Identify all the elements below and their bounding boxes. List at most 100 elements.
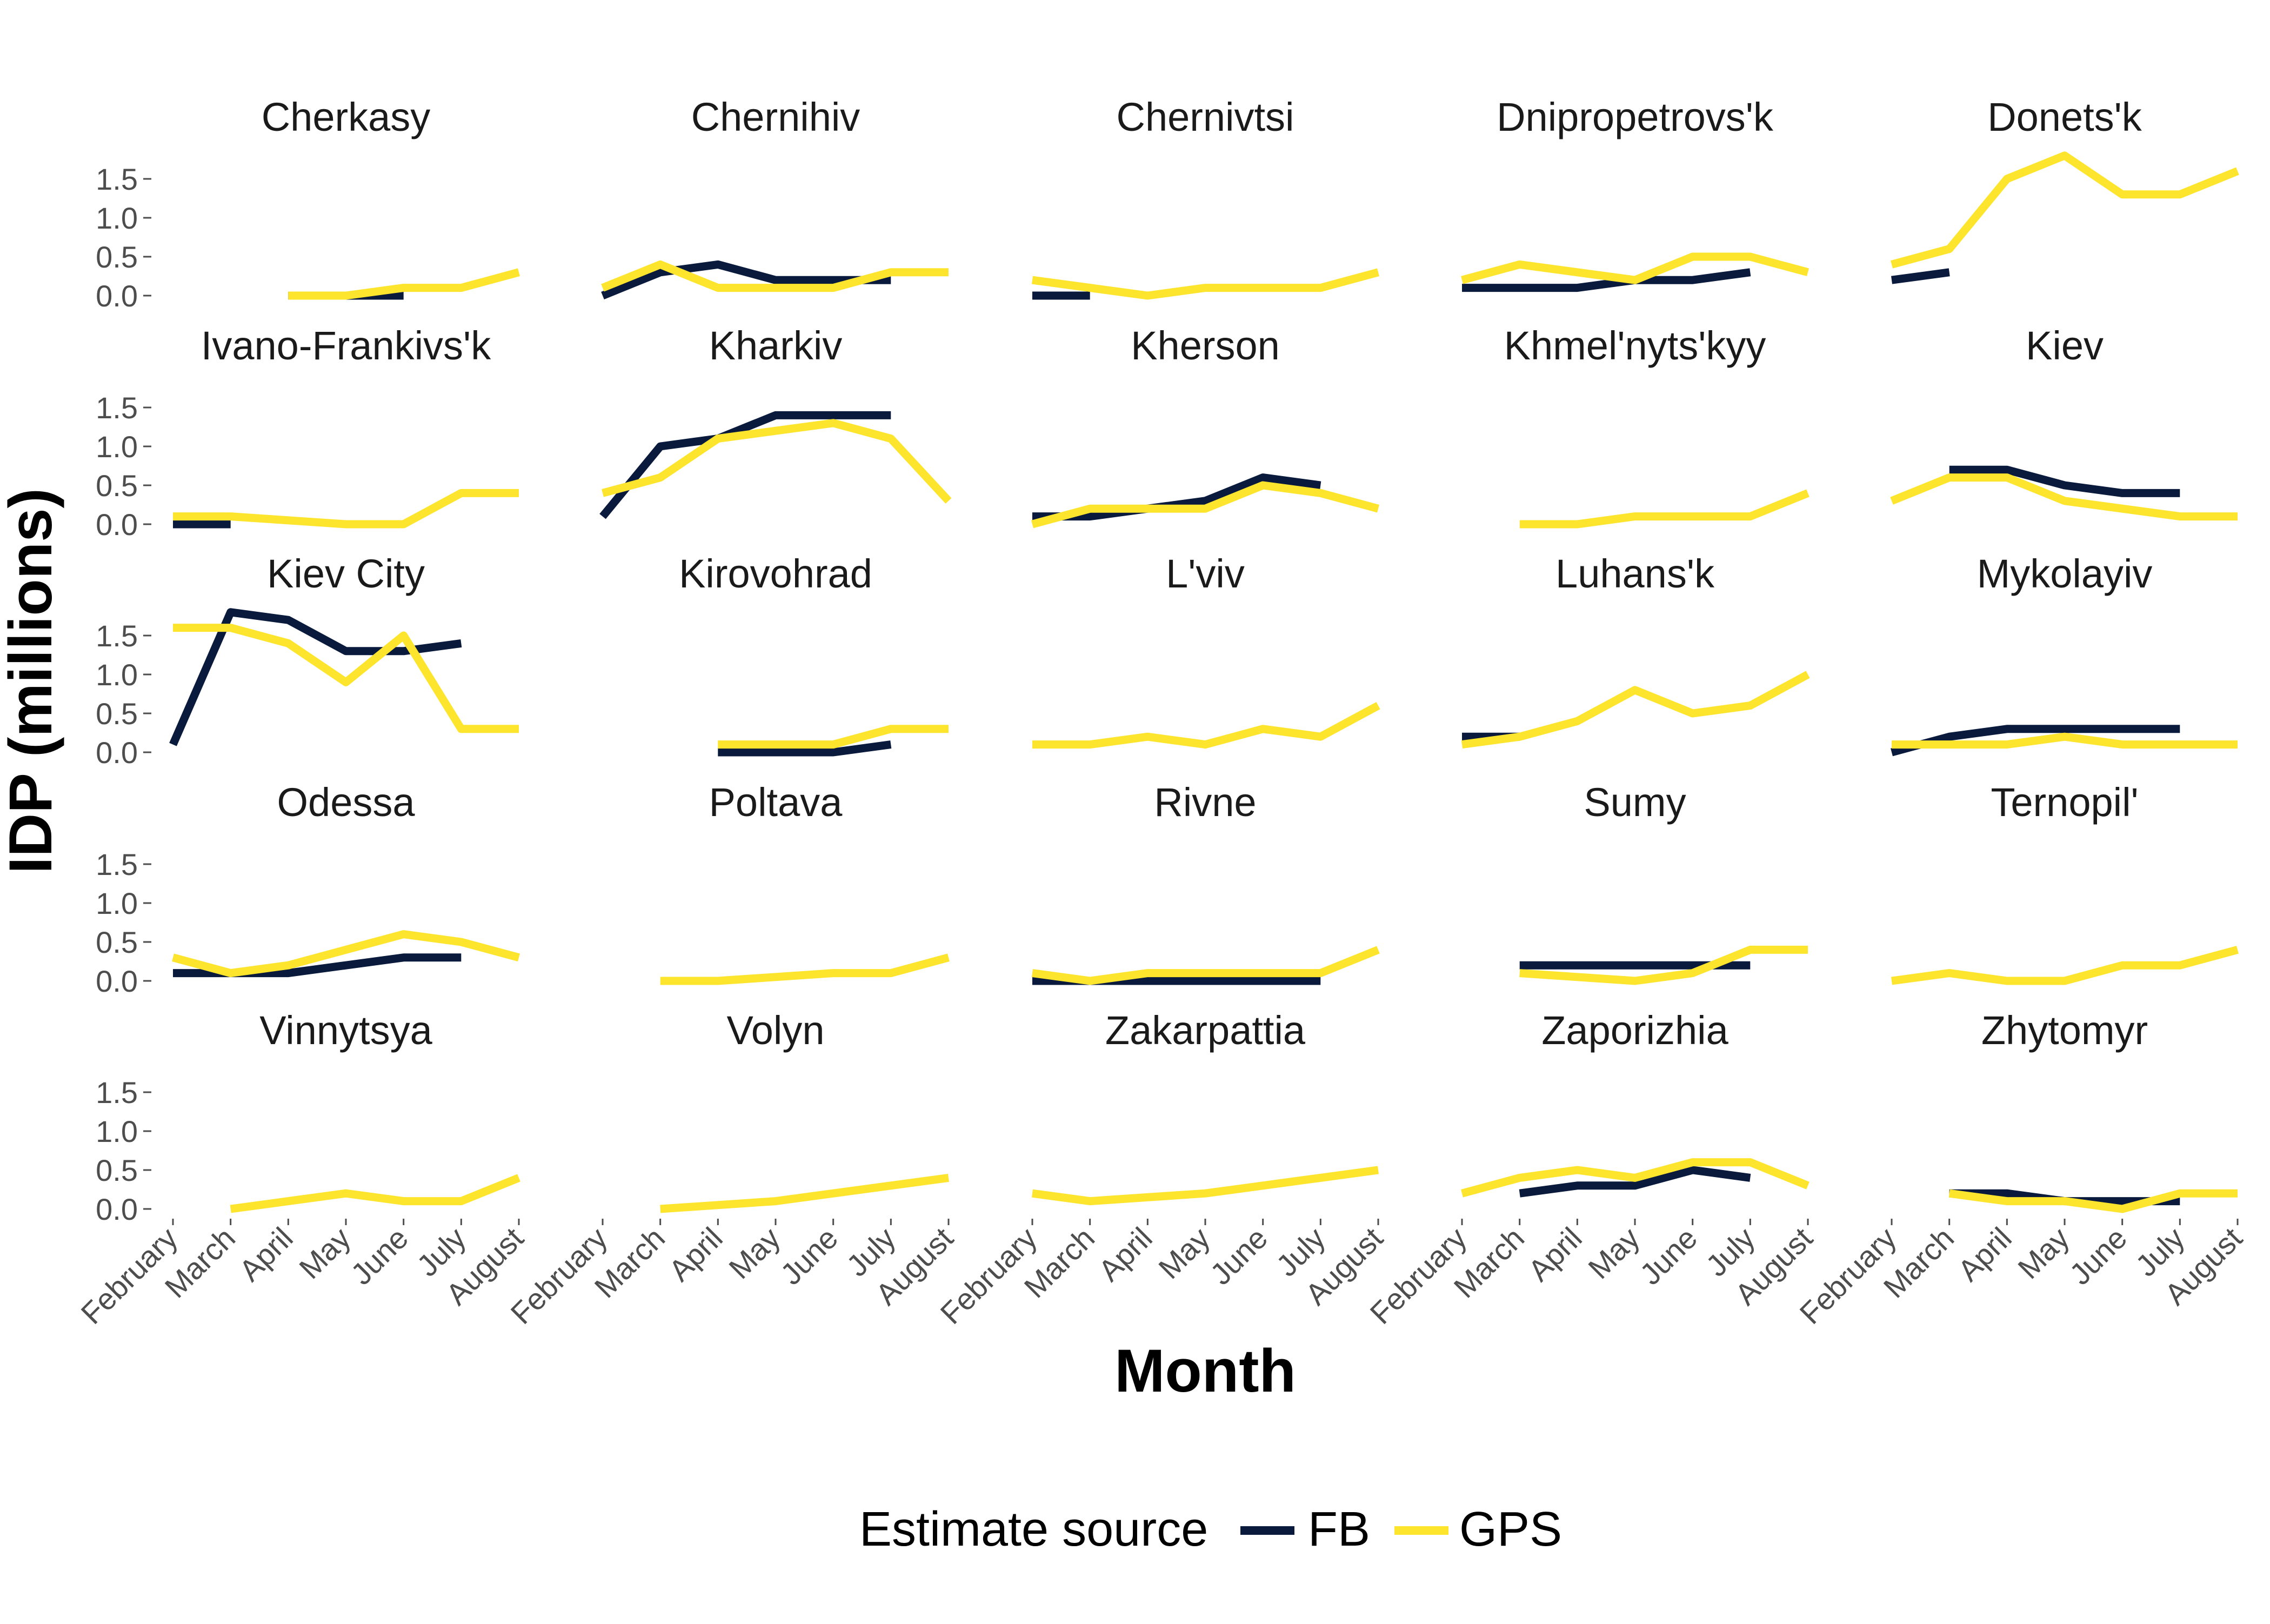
y-tick-label: 0.0 (96, 279, 138, 313)
y-tick-label: 1.5 (96, 162, 138, 196)
y-tick-label: 1.0 (96, 430, 138, 464)
y-tick-label: 1.5 (96, 1075, 138, 1110)
series-line-fb (1891, 725, 2180, 757)
series-line-gps (1891, 946, 2239, 985)
series-line-gps (173, 489, 519, 529)
panel-poltava: Poltava (660, 780, 950, 985)
y-tick-label: 0.5 (96, 469, 138, 503)
y-tick-label: 1.5 (96, 847, 138, 881)
series-line-fb (601, 260, 891, 299)
panel-zaporizhia: ZaporizhiaFebruaryMarchAprilMayJuneJulyA… (1363, 1008, 1819, 1331)
panel-kiev-city: Kiev City 0.0 0.5 1.0 1.5 (96, 551, 519, 770)
legend: Estimate source FB GPS (859, 1502, 1562, 1556)
series-line-gps (718, 725, 949, 749)
series-line-gps (1461, 671, 1810, 749)
panel-title: Vinnytsya (259, 1008, 432, 1053)
series-line-gps (1892, 732, 2238, 749)
y-tick-label: 0.0 (96, 736, 138, 770)
series-line-gps (660, 953, 950, 985)
panel-zakarpattia: ZakarpattiaFebruaryMarchAprilMayJuneJuly… (933, 1008, 1389, 1331)
series-line-gps (1031, 1166, 1379, 1206)
x-tick-label: April (232, 1221, 299, 1288)
series-line-fb (1519, 1166, 1751, 1198)
y-tick-label: 1.5 (96, 391, 138, 425)
panel-title: Chernihiv (691, 95, 860, 139)
x-tick-label: May (1152, 1221, 1216, 1285)
series-line-gps (230, 1174, 520, 1213)
panel-rivne: Rivne (1031, 780, 1380, 985)
panel-cherkasy: Cherkasy 0.0 0.5 1.0 1.5 (96, 95, 520, 313)
panel-title: Rivne (1154, 780, 1256, 825)
panel-title: Kirovohrad (679, 551, 872, 596)
panel-title: Zhytomyr (1981, 1008, 2148, 1053)
y-tick-label: 1.0 (96, 886, 138, 920)
panel-title: Dnipropetrovs'k (1497, 95, 1774, 139)
x-tick-label: June (2063, 1221, 2133, 1291)
y-tick-label: 1.0 (96, 658, 138, 692)
panel-title: Zaporizhia (1541, 1008, 1728, 1053)
panel-title: Ivano-Frankivs'k (201, 323, 491, 368)
panel-l-viv: L'viv (1032, 551, 1380, 749)
series-line-gps (1031, 268, 1379, 300)
series-line-gps (1891, 151, 2239, 269)
panel-ivano-frankivs-k: Ivano-Frankivs'k 0.0 0.5 1.0 1.5 (96, 323, 519, 542)
panel-kharkiv: Kharkiv (599, 323, 952, 519)
panel-title: Sumy (1584, 780, 1686, 825)
series-line-gps (1031, 946, 1380, 985)
y-tick-label: 0.0 (96, 507, 138, 542)
axis-titles: Month IDP (millions) (0, 488, 1296, 1405)
legend-title: Estimate source (859, 1502, 1208, 1556)
x-tick-label: April (662, 1221, 729, 1288)
series-line-gps (1948, 1189, 2238, 1213)
series-line-fb (718, 740, 892, 757)
panel-title: Donets'k (1987, 95, 2142, 139)
y-tick-label: 0.5 (96, 697, 138, 731)
x-tick-label: April (1521, 1221, 1588, 1288)
series-line-gps (1890, 473, 2238, 521)
x-tick-label: May (722, 1221, 786, 1285)
panel-donets-k: Donets'k (1891, 95, 2239, 284)
series-line-gps (602, 419, 952, 504)
panel-luhans-k: Luhans'k (1461, 551, 1810, 749)
panel-title: Poltava (709, 780, 843, 825)
panel-title: Khmel'nyts'kyy (1504, 323, 1766, 368)
panel-sumy: Sumy (1519, 780, 1808, 985)
y-tick-label: 1.0 (96, 1114, 138, 1148)
y-axis-title: IDP (millions) (0, 488, 64, 874)
panel-title: Volyn (726, 1008, 824, 1053)
panel-title: Kiev (2026, 323, 2104, 368)
series-line-gps (173, 624, 519, 733)
series-line-gps (288, 268, 520, 300)
panel-kirovohrad: Kirovohrad (679, 551, 949, 757)
series-line-gps (1461, 1158, 1810, 1198)
series-line-fb (1891, 268, 1950, 284)
panel-title: Kherson (1131, 323, 1280, 368)
panel-odessa: Odessa 0.0 0.5 1.0 1.5 (96, 780, 520, 998)
y-tick-label: 0.5 (96, 240, 138, 274)
x-axis-title: Month (1114, 1337, 1296, 1405)
series-line-fb (1949, 465, 2180, 497)
panel-title: Cherkasy (262, 95, 431, 139)
series-line-gps (1519, 945, 1808, 985)
panel-title: Luhans'k (1555, 551, 1715, 596)
panel-kiev: Kiev (1890, 323, 2238, 521)
y-tick-label: 1.0 (96, 201, 138, 235)
panel-mykolayiv: Mykolayiv (1891, 551, 2238, 757)
series-line-gps (172, 930, 520, 978)
x-tick-label: May (2011, 1221, 2075, 1285)
panel-title: Kharkiv (709, 323, 843, 368)
series-line-gps (1461, 252, 1809, 284)
legend-label-fb: FB (1308, 1502, 1370, 1556)
panel-title: Odessa (277, 780, 415, 825)
panel-chernivtsi: Chernivtsi (1031, 95, 1379, 300)
x-tick-label: May (1581, 1221, 1646, 1285)
series-line-gps (1519, 489, 1810, 529)
legend-label-gps: GPS (1459, 1502, 1562, 1556)
y-tick-label: 1.5 (96, 619, 138, 653)
panel-title: Zakarpattia (1105, 1008, 1306, 1053)
panel-title: Kiev City (267, 551, 425, 596)
y-tick-label: 0.5 (96, 925, 138, 959)
panel-dnipropetrovs-k: Dnipropetrovs'k (1461, 95, 1809, 292)
